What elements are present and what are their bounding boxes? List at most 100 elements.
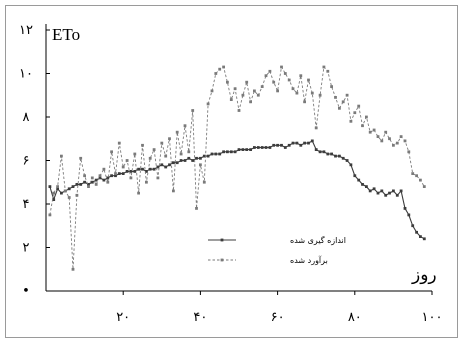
point-measured xyxy=(175,161,179,165)
point-measured xyxy=(303,141,306,145)
point-estimated xyxy=(175,130,179,134)
point-measured xyxy=(83,180,86,184)
series-line-estimated xyxy=(49,65,425,270)
point-estimated xyxy=(419,178,422,182)
point-measured xyxy=(133,170,137,173)
point-measured xyxy=(206,154,210,158)
point-estimated xyxy=(338,106,341,110)
point-measured xyxy=(214,152,218,156)
point-measured xyxy=(79,183,83,186)
point-measured xyxy=(310,139,314,143)
point-estimated xyxy=(318,93,322,97)
point-measured xyxy=(349,163,353,167)
point-measured xyxy=(210,152,214,156)
point-measured xyxy=(403,207,407,210)
y-ticks: ۲ ۴ ۶ ۸ ۱۰ ۱۲ • xyxy=(19,23,50,299)
x-tick-label: ۱۰۰ xyxy=(422,310,443,325)
point-estimated xyxy=(145,180,148,184)
point-estimated xyxy=(48,213,52,217)
point-measured xyxy=(399,189,403,193)
legend-label-measured: اندازه گیری شده xyxy=(290,235,346,245)
y-tick-label: ۴ xyxy=(23,197,30,212)
point-measured xyxy=(168,163,171,167)
point-measured xyxy=(71,185,75,188)
point-measured xyxy=(318,150,322,154)
point-measured xyxy=(67,187,71,191)
point-measured xyxy=(110,174,113,178)
y-tick-label: ۸ xyxy=(23,110,30,125)
point-estimated xyxy=(83,174,86,178)
point-estimated xyxy=(395,141,399,145)
x-tick-label: ۴۰ xyxy=(193,310,207,325)
point-measured xyxy=(94,178,98,182)
point-estimated xyxy=(376,135,380,138)
point-estimated xyxy=(272,80,276,84)
point-estimated xyxy=(280,65,283,69)
point-estimated xyxy=(322,65,326,69)
point-measured xyxy=(87,183,90,186)
point-estimated xyxy=(392,143,395,147)
point-estimated xyxy=(241,93,245,97)
point-estimated xyxy=(399,135,403,138)
legend-label-estimated: برآورد شده xyxy=(290,255,328,265)
point-estimated xyxy=(137,191,140,195)
point-measured xyxy=(314,148,318,151)
point-measured xyxy=(384,193,388,197)
y-tick-label: ۶ xyxy=(23,154,30,169)
point-measured xyxy=(129,170,133,173)
point-estimated xyxy=(384,130,388,134)
point-measured xyxy=(148,167,152,171)
point-estimated xyxy=(195,207,198,210)
point-estimated xyxy=(160,141,164,145)
point-estimated xyxy=(422,185,426,188)
point-estimated xyxy=(52,191,56,195)
point-estimated xyxy=(164,154,168,158)
point-estimated xyxy=(249,100,252,104)
point-estimated xyxy=(156,176,160,180)
point-measured xyxy=(249,148,252,151)
point-measured xyxy=(307,141,310,145)
point-measured xyxy=(141,167,144,171)
point-measured xyxy=(295,141,299,145)
point-measured xyxy=(256,146,260,149)
legend-marker-measured xyxy=(220,238,224,242)
point-estimated xyxy=(90,176,94,180)
point-measured xyxy=(245,148,249,151)
legend-marker-estimated xyxy=(220,258,224,262)
point-measured xyxy=(233,150,237,154)
point-estimated xyxy=(334,96,337,99)
point-measured xyxy=(411,224,415,228)
point-estimated xyxy=(245,80,249,84)
point-measured xyxy=(145,170,148,173)
x-axis-label: روز xyxy=(411,265,437,285)
point-estimated xyxy=(349,119,353,123)
point-estimated xyxy=(79,156,83,160)
point-measured xyxy=(326,152,330,156)
point-measured xyxy=(226,150,229,154)
point-measured xyxy=(291,141,295,145)
point-measured xyxy=(407,213,411,217)
point-measured xyxy=(237,148,241,151)
point-estimated xyxy=(117,141,121,145)
point-estimated xyxy=(345,93,349,97)
point-estimated xyxy=(152,148,156,151)
point-measured xyxy=(341,156,345,160)
point-measured xyxy=(164,165,168,169)
point-measured xyxy=(272,143,276,147)
point-estimated xyxy=(341,100,345,104)
point-measured xyxy=(345,159,349,162)
point-measured xyxy=(187,156,191,160)
point-estimated xyxy=(71,267,75,271)
point-estimated xyxy=(199,163,202,167)
point-measured xyxy=(191,159,195,162)
point-estimated xyxy=(60,154,63,158)
point-estimated xyxy=(110,150,113,154)
y-tick-label: ۲ xyxy=(23,241,30,256)
point-estimated xyxy=(260,85,264,88)
point-measured xyxy=(199,156,202,160)
point-estimated xyxy=(229,98,233,101)
point-measured xyxy=(357,178,361,182)
point-estimated xyxy=(233,87,237,91)
point-measured xyxy=(90,180,94,184)
point-measured xyxy=(392,189,395,193)
